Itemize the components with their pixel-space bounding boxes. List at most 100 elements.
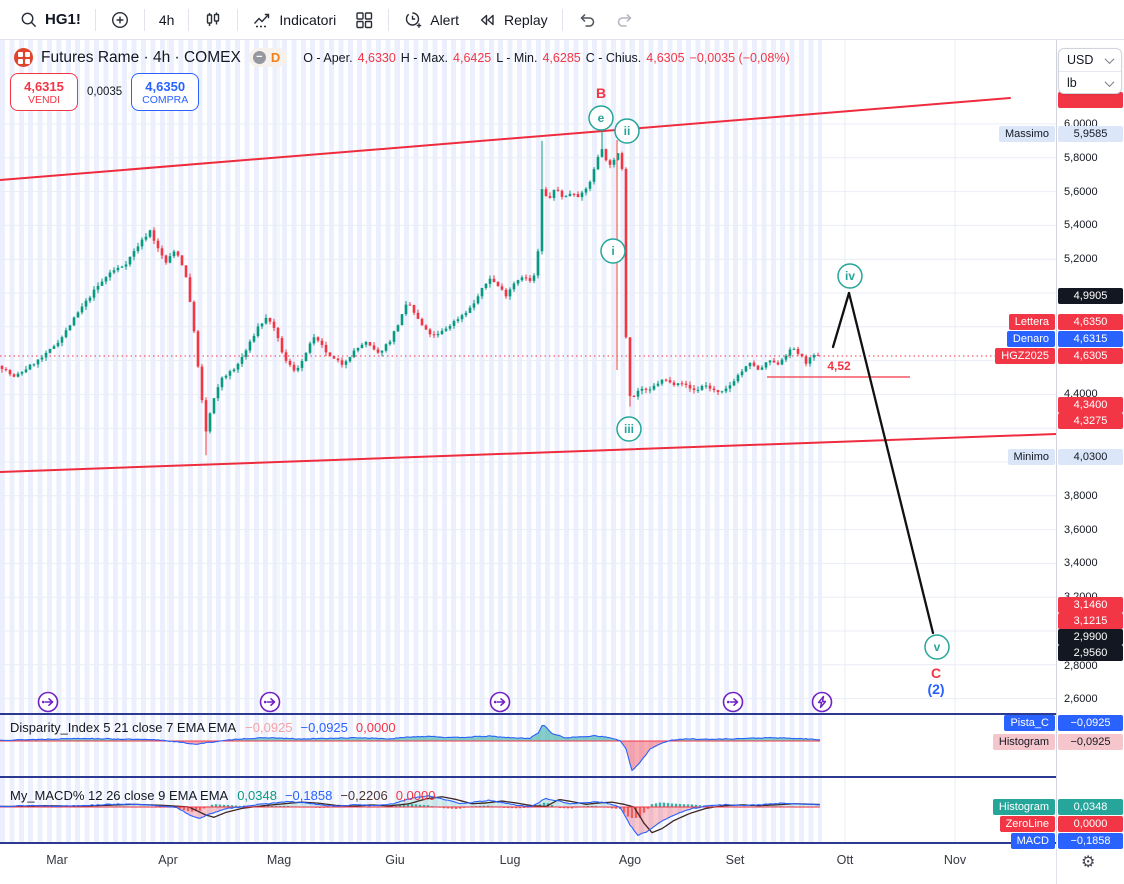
wave-text-(2)[interactable]: (2) <box>927 681 944 697</box>
svg-text:ii: ii <box>624 124 631 138</box>
indicator-value: −0,0925 <box>300 720 348 735</box>
candlestick-style-icon <box>207 12 220 26</box>
spread-value: 0,0035 <box>87 86 123 98</box>
trendline-price-label <box>1058 92 1123 108</box>
macd-zeroline-label: 0,0000 <box>1058 816 1123 832</box>
pane-separator[interactable] <box>0 713 1124 715</box>
wave-text-C[interactable]: C <box>931 665 941 681</box>
buy-price: 4,6350 <box>145 78 186 94</box>
unit-selector-box: USD lb <box>1058 48 1122 94</box>
indicator-value: −0,0925 <box>245 720 293 735</box>
indicators-button[interactable]: Indicatori <box>243 5 345 35</box>
price-tick: 3,4000 <box>1064 557 1098 569</box>
macd-pane-canvas[interactable] <box>0 778 822 843</box>
wave-circle-v[interactable] <box>924 634 950 660</box>
currency-value: USD <box>1067 53 1094 67</box>
month-label: Lug <box>499 853 521 867</box>
price-tick: 2,8000 <box>1064 660 1098 672</box>
toolbar-divider <box>188 8 190 31</box>
plus-circle-icon <box>111 11 128 28</box>
price-tick: 5,6000 <box>1064 186 1098 198</box>
disparity-pane-header[interactable]: Disparity_Index 5 21 close 7 EMA EMA −0,… <box>10 720 404 735</box>
ohlc-value: 4,6305 <box>646 50 685 65</box>
buy-button[interactable]: 4,6350 COMPRA <box>131 73 200 111</box>
unit-value: lb <box>1067 76 1077 90</box>
undo-icon <box>580 13 594 27</box>
svg-text:iv: iv <box>845 269 855 283</box>
replay-label: Replay <box>504 11 548 28</box>
gear-icon[interactable]: ⚙ <box>1081 854 1096 871</box>
indicator-value: 0,0000 <box>355 720 396 735</box>
session-continue-icon[interactable] <box>487 689 513 715</box>
session-continue-icon[interactable] <box>257 689 283 715</box>
symbol-logo <box>14 48 33 67</box>
currency-select[interactable]: USD <box>1059 49 1121 71</box>
level-price-label: 3,1215 <box>1058 613 1123 629</box>
symbol-title[interactable]: Futures Rame · 4h · COMEX <box>41 48 241 66</box>
level-price-label: 4,3400 <box>1058 397 1123 413</box>
bolt-icon[interactable] <box>809 689 835 715</box>
wave-circle-e[interactable] <box>588 105 614 131</box>
macd-pane-header[interactable]: My_MACD% 12 26 close 9 EMA EMA 0,0348 −0,… <box>10 788 443 803</box>
month-label: Giu <box>385 853 405 867</box>
price-axis[interactable]: 6,0000 5,8000 5,6000 5,4000 5,2000 4,4000 3,80… <box>1056 40 1124 849</box>
session-continue-icon[interactable] <box>720 689 746 715</box>
wave-text-4,52[interactable]: 4,52 <box>827 359 851 373</box>
price-tick: 3,8000 <box>1064 490 1098 502</box>
ohlc-label: L - Min. <box>496 50 538 65</box>
session-continue-icon[interactable] <box>35 689 61 715</box>
wave-circle-iv[interactable] <box>837 263 863 289</box>
month-label: Nov <box>943 853 967 867</box>
alert-button[interactable]: Alert <box>394 5 468 35</box>
price-tick: 5,8000 <box>1064 152 1098 164</box>
wave-text-B[interactable]: B <box>596 85 606 101</box>
unit-select[interactable]: lb <box>1059 71 1121 94</box>
high-price-label: 5,9585 <box>1058 126 1123 142</box>
month-label: Mag <box>266 853 292 867</box>
replay-button[interactable]: Replay <box>468 5 557 35</box>
redo-button[interactable] <box>606 5 644 35</box>
chevron-down-icon <box>1104 76 1115 87</box>
chevron-down-icon <box>1104 53 1115 64</box>
macd-values: 0,0348 −0,1858 −0,2206 0,0000 <box>237 788 443 803</box>
month-label: Ago <box>618 853 642 867</box>
alert-clock-icon <box>406 11 422 28</box>
indicators-icon <box>254 13 270 27</box>
macd-title: My_MACD% 12 26 close 9 EMA EMA <box>10 788 229 803</box>
undo-button[interactable] <box>568 5 606 35</box>
ohlc-value: 4,6285 <box>542 50 581 65</box>
interval-button[interactable]: 4h <box>150 7 184 33</box>
price-tick: 5,4000 <box>1064 219 1098 231</box>
target-price-label: 2,9560 <box>1058 645 1123 661</box>
alert-label: Alert <box>430 11 460 28</box>
disparity-pane-canvas[interactable] <box>0 715 822 777</box>
axis-corner-divider <box>1056 844 1057 884</box>
svg-text:v: v <box>934 640 941 654</box>
time-axis[interactable]: ⚙ Mar Apr Mag Giu Lug Ago Set Ott Nov <box>0 844 1124 884</box>
pane-separator[interactable] <box>0 842 1124 844</box>
ask-price-label: 4,6350 <box>1058 314 1123 330</box>
month-label: Apr <box>158 853 178 867</box>
pane-separator[interactable] <box>0 776 1124 778</box>
ohlc-label: C - Chius. <box>585 50 642 65</box>
session-status-pill[interactable]: − D <box>248 48 288 67</box>
search-icon <box>21 12 37 28</box>
wave-circle-ii[interactable] <box>614 118 640 144</box>
symbol-search-button[interactable]: HG1! <box>10 5 90 34</box>
chart-style-button[interactable] <box>194 5 232 35</box>
toolbar-divider <box>143 8 145 31</box>
macd-line-label: −0,1858 <box>1058 833 1123 849</box>
ohlc-label: O - Aper. <box>303 50 353 65</box>
sell-button[interactable]: 4,6315 VENDI <box>10 73 78 111</box>
compare-add-button[interactable] <box>101 5 139 35</box>
wave-circle-iii[interactable] <box>616 416 642 442</box>
macd-histogram-label: 0,0348 <box>1058 799 1123 815</box>
wave-circle-i[interactable] <box>600 238 626 264</box>
layout-templates-button[interactable] <box>345 5 383 35</box>
level-price-label: 4,3275 <box>1058 413 1123 429</box>
trade-panel: 4,6315 VENDI 0,0035 4,6350 COMPRA <box>10 73 200 111</box>
ohlc-values: O - Aper. 4,6330 H - Max. 4,6425 L - Min. 4,6… <box>303 51 789 65</box>
